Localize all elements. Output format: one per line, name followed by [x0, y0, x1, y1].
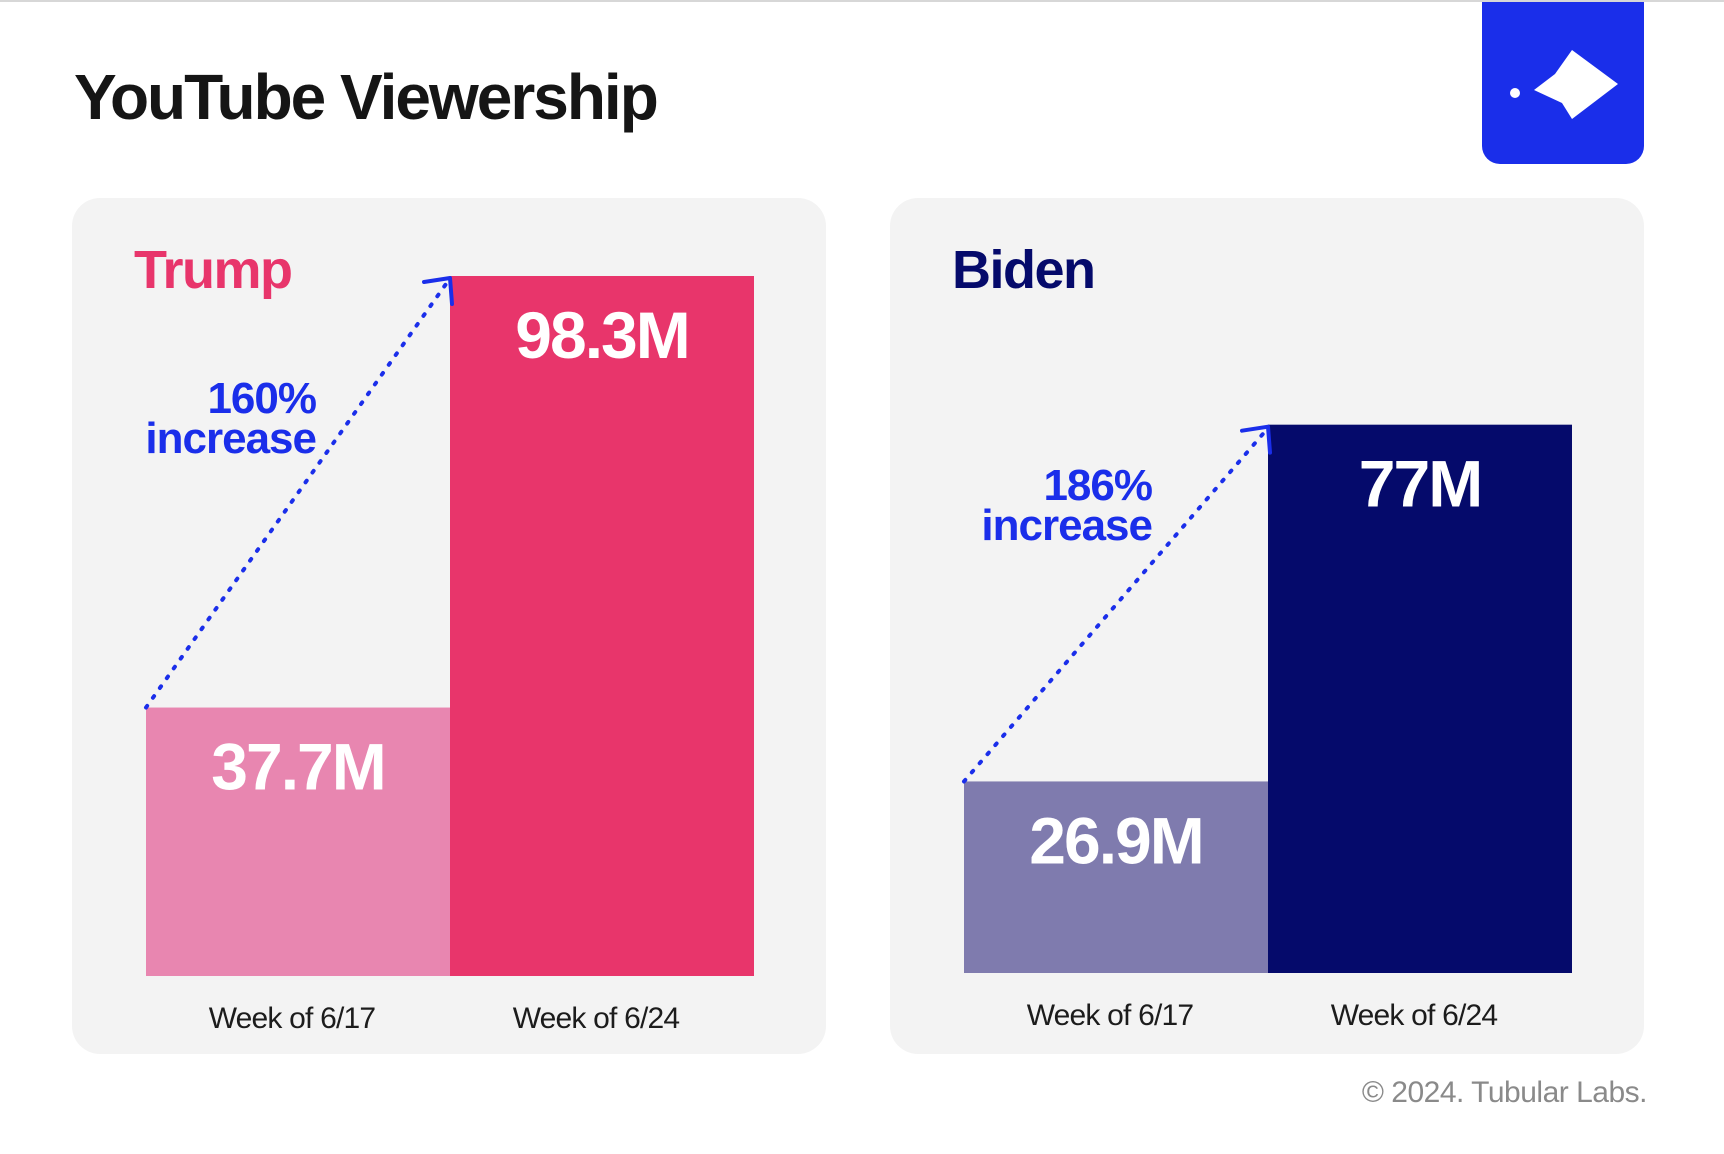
biden-x-tick-label-2: Week of 6/24: [1331, 999, 1498, 1032]
page-title: YouTube Viewership: [74, 61, 659, 133]
trump-chart: Trump 37.7M Week of 6/17 98.3M Week of 6/24 1…: [134, 240, 754, 1035]
brand-logo: [1482, 2, 1644, 164]
trump-bar-2-value-label: 98.3M: [515, 298, 688, 372]
biden-chart-panel: Biden 26.9M Week of 6/17 77M Week of 6/24 186…: [890, 198, 1644, 1054]
biden-bar-1-value-label: 26.9M: [1029, 803, 1202, 877]
biden-increase-arrowhead: [1240, 424, 1272, 455]
trump-increase-percent: 160%: [207, 374, 316, 423]
biden-increase-word: increase: [981, 501, 1152, 550]
tubular-labs-arrow-icon: [1510, 50, 1618, 119]
biden-increase-percent: 186%: [1043, 461, 1152, 510]
biden-chart: Biden 26.9M Week of 6/17 77M Week of 6/24 186…: [952, 240, 1572, 1032]
biden-x-tick-label-1: Week of 6/17: [1027, 999, 1194, 1032]
copyright-text: © 2024. Tubular Labs.: [1361, 1076, 1648, 1109]
biden-bar-1: [964, 781, 1268, 973]
top-divider: [0, 0, 1724, 2]
biden-increase-arrow-line: [962, 430, 1266, 784]
trump-chart-title: Trump: [134, 240, 292, 300]
trump-increase-arrow-line: [144, 282, 448, 710]
trump-increase-word: increase: [145, 414, 316, 463]
trump-bar-2: [450, 276, 754, 976]
trump-chart-panel: Trump 37.7M Week of 6/17 98.3M Week of 6/24 1…: [72, 198, 826, 1054]
trump-bar-1-value-label: 37.7M: [211, 730, 384, 804]
biden-chart-title: Biden: [952, 240, 1095, 300]
trump-bar-1: [146, 707, 450, 976]
trump-x-tick-label-2: Week of 6/24: [513, 1002, 680, 1035]
biden-bar-2: [1268, 424, 1572, 973]
trump-increase-arrowhead: [422, 276, 454, 306]
trump-x-tick-label-1: Week of 6/17: [209, 1002, 376, 1035]
biden-bar-2-value-label: 77M: [1359, 447, 1481, 521]
